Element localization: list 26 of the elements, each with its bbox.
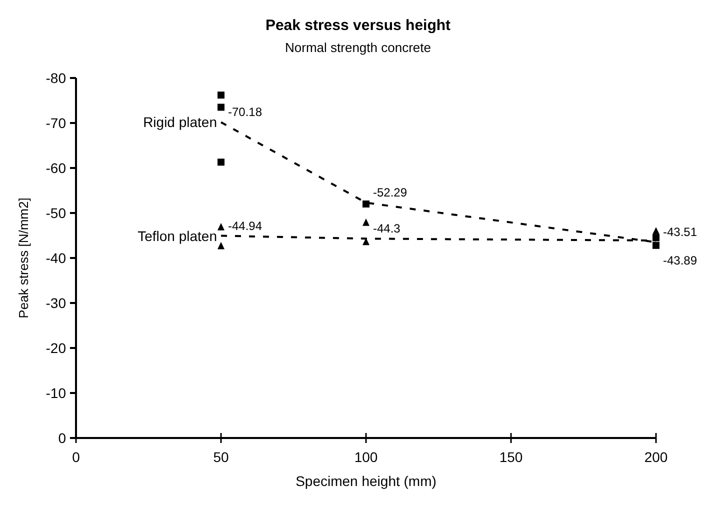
y-tick-label: -40 [46,250,66,266]
x-tick-label: 200 [644,449,668,465]
chart-subtitle: Normal strength concrete [285,40,431,55]
data-label: -44.3 [373,222,401,236]
data-label: -44.94 [228,218,262,233]
y-tick-label: -50 [46,205,66,221]
y-tick-label: -80 [46,70,66,86]
x-tick-label: 50 [213,449,229,465]
y-tick-label: -70 [46,115,66,131]
data-label: -70.18 [228,105,262,120]
series-label: Teflon platen [138,228,217,244]
x-tick-label: 100 [354,449,378,465]
y-tick-label: 0 [58,430,66,446]
y-axis-title: Peak stress [N/mm2] [16,198,31,318]
x-tick-label: 0 [72,449,80,465]
chart-title: Peak stress versus height [265,17,451,34]
data-label: -43.51 [663,225,698,240]
series-label: Rigid platen [143,114,217,130]
data-label: -43.89 [663,253,698,268]
y-tick-label: -30 [46,295,66,311]
data-label: -52.29 [373,186,408,200]
x-axis-title: Specimen height (mm) [296,473,436,489]
y-tick-label: -10 [46,385,66,401]
x-tick-label: 150 [499,449,523,465]
y-tick-label: -20 [46,340,66,356]
y-tick-label: -60 [46,160,66,176]
